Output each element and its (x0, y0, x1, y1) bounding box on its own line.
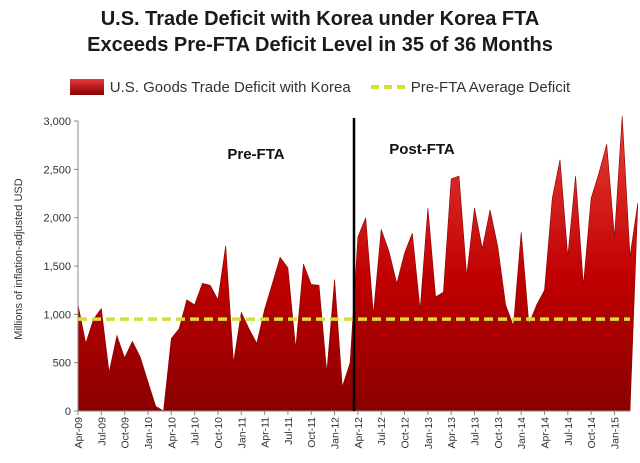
chart-title-line-1: U.S. Trade Deficit with Korea under Kore… (100, 8, 540, 30)
x-tick-label: Jan-14 (516, 417, 528, 449)
x-tick-label: Apr-12 (353, 417, 365, 449)
x-tick-label: Jul-12 (376, 417, 388, 446)
x-tick-label: Jul-09 (96, 417, 108, 446)
x-tick-label: Apr-11 (260, 417, 272, 448)
legend-item-deficit: U.S. Goods Trade Deficit with Korea (69, 78, 351, 96)
y-tick-label: 500 (53, 358, 71, 370)
x-tick-label: Oct-12 (400, 417, 412, 449)
x-tick-label: Oct-09 (120, 417, 132, 449)
x-tick-label: Apr-14 (539, 417, 551, 449)
x-tick-label: Oct-14 (586, 417, 598, 449)
chart-title-line-2: Exceeds Pre-FTA Deficit Level in 35 of 3… (87, 34, 553, 56)
x-tick-label: Oct-10 (213, 417, 225, 449)
x-tick-label: Jan-10 (143, 417, 155, 449)
y-tick-label: 1,500 (43, 261, 71, 273)
y-tick-label: 2,000 (43, 213, 71, 225)
y-tick-label: 2,500 (43, 164, 71, 176)
legend-item-average: Pre-FTA Average Deficit (370, 78, 571, 96)
post-fta-label: Post-FTA (389, 141, 455, 158)
deficit-area-series (77, 116, 639, 412)
y-tick-label: 3,000 (43, 116, 71, 128)
legend-swatch-dashed-line (370, 85, 405, 89)
x-tick-label: Apr-13 (446, 417, 458, 449)
x-tick-label: Jan-15 (609, 417, 621, 449)
chart-legend: U.S. Goods Trade Deficit with Korea Pre-… (0, 76, 640, 98)
legend-label-deficit: U.S. Goods Trade Deficit with Korea (109, 78, 351, 96)
x-tick-label: Oct-13 (493, 417, 505, 449)
y-tick-label: 0 (65, 406, 71, 418)
x-tick-label: Jan-11 (236, 417, 248, 448)
x-tick-label: Apr-09 (73, 417, 85, 449)
x-tick-label: Jan-12 (330, 417, 342, 449)
x-tick-label: Jul-11 (283, 417, 295, 445)
y-tick-label: 1,000 (43, 309, 71, 321)
legend-swatch-area (69, 79, 104, 95)
x-tick-label: Jan-13 (423, 417, 435, 449)
x-tick-label: Jul-14 (563, 417, 575, 446)
x-tick-label: Oct-11 (306, 417, 318, 448)
x-tick-label: Jul-10 (190, 417, 202, 446)
legend-label-average: Pre-FTA Average Deficit (410, 78, 571, 96)
x-tick-label: Jul-13 (470, 417, 482, 446)
x-tick-label: Apr-10 (166, 417, 178, 449)
chart-title: U.S. Trade Deficit with Korea under Kore… (0, 6, 640, 58)
pre-fta-label: Pre-FTA (227, 146, 284, 163)
